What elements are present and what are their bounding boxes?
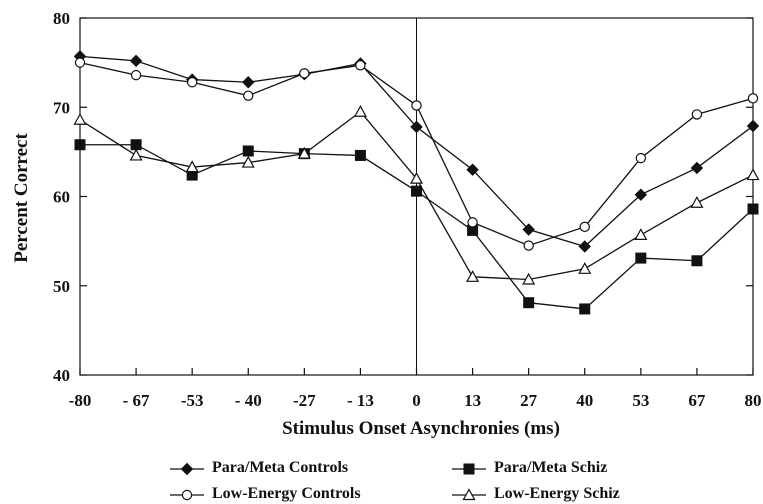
data-point	[353, 104, 367, 117]
x-tick-label: - 40	[235, 391, 262, 410]
y-tick-label: 70	[53, 98, 70, 117]
legend-marker	[463, 463, 475, 475]
data-point	[523, 240, 534, 251]
data-point	[129, 148, 143, 161]
series-para-meta-schiz	[74, 139, 759, 315]
data-point	[241, 155, 255, 168]
x-tick-label: 53	[632, 391, 649, 410]
x-tick-label: -80	[69, 391, 92, 410]
data-point	[690, 196, 704, 208]
data-point	[74, 139, 86, 151]
legend-item: Low-Energy Schiz	[452, 485, 620, 502]
data-point	[130, 69, 142, 81]
data-point	[411, 185, 422, 197]
data-point	[634, 188, 648, 201]
data-point	[355, 60, 366, 71]
y-tick-label: 40	[53, 366, 70, 385]
series-low-energy-schiz	[73, 104, 760, 285]
legend-label: Para/Meta Controls	[212, 459, 348, 476]
data-point	[466, 163, 479, 176]
data-point	[635, 152, 647, 164]
data-point	[578, 240, 591, 253]
series-low-energy-controls	[74, 57, 759, 251]
data-point	[690, 161, 704, 175]
legend-item: Para/Meta Schiz	[452, 459, 607, 476]
legend-marker	[181, 489, 193, 501]
data-point	[130, 139, 142, 151]
x-tick-label: 40	[576, 391, 593, 410]
legend-label: Low-Energy Schiz	[494, 485, 620, 502]
x-tick-label: -27	[293, 391, 316, 410]
y-axis-label: Percent Correct	[11, 133, 32, 263]
data-point	[691, 109, 703, 120]
data-point	[410, 120, 423, 134]
data-point	[746, 119, 760, 133]
data-point	[73, 112, 87, 125]
legend: Para/Meta Controls Para/Meta Schiz Low-Ene…	[170, 459, 620, 502]
data-point	[579, 303, 591, 315]
data-point	[691, 255, 703, 267]
x-tick-label: - 13	[347, 391, 374, 410]
data-point	[747, 203, 759, 215]
data-point	[74, 57, 86, 68]
data-point	[411, 100, 422, 111]
y-tick-label: 80	[53, 9, 70, 28]
x-tick-label: -53	[181, 391, 204, 410]
x-tick-label: 27	[520, 391, 538, 410]
legend-marker	[180, 462, 194, 476]
x-axis: -80 - 67 -53 - 40 -27 - 13 0 13 27 40 53 67 80	[69, 368, 762, 410]
data-point	[747, 93, 759, 104]
series-group	[73, 50, 760, 315]
data-point	[409, 171, 424, 184]
y-tick-label: 50	[53, 277, 70, 296]
data-point	[523, 297, 535, 309]
x-tick-label: 80	[745, 391, 762, 410]
data-point	[186, 77, 198, 88]
data-point	[746, 168, 760, 181]
legend-item: Para/Meta Controls	[170, 459, 348, 476]
data-point	[467, 217, 478, 228]
y-axis: 40 50 60 70 80	[53, 9, 753, 385]
y-tick-label: 60	[53, 188, 70, 207]
data-point	[466, 270, 480, 282]
x-tick-label: 13	[464, 391, 481, 410]
data-point	[635, 252, 647, 264]
data-point	[578, 262, 592, 274]
data-point	[242, 76, 255, 89]
x-axis-label: Stimulus Onset Asynchronies (ms)	[282, 418, 560, 439]
data-point	[522, 272, 536, 285]
data-point	[354, 149, 366, 161]
data-point	[634, 228, 648, 240]
legend-item: Low-Energy Controls	[170, 485, 361, 502]
data-point	[579, 221, 590, 233]
data-point	[185, 160, 199, 173]
data-point	[297, 146, 311, 159]
legend-label: Low-Energy Controls	[212, 485, 361, 502]
x-tick-label: 0	[412, 391, 421, 410]
x-tick-label: - 67	[123, 391, 150, 410]
legend-label: Para/Meta Schiz	[494, 459, 607, 476]
x-tick-label: 67	[688, 391, 706, 410]
legend-marker	[462, 488, 476, 501]
data-point	[242, 145, 254, 157]
data-point	[522, 223, 535, 236]
data-point	[129, 54, 143, 68]
data-point	[299, 68, 310, 79]
data-point	[243, 90, 254, 101]
